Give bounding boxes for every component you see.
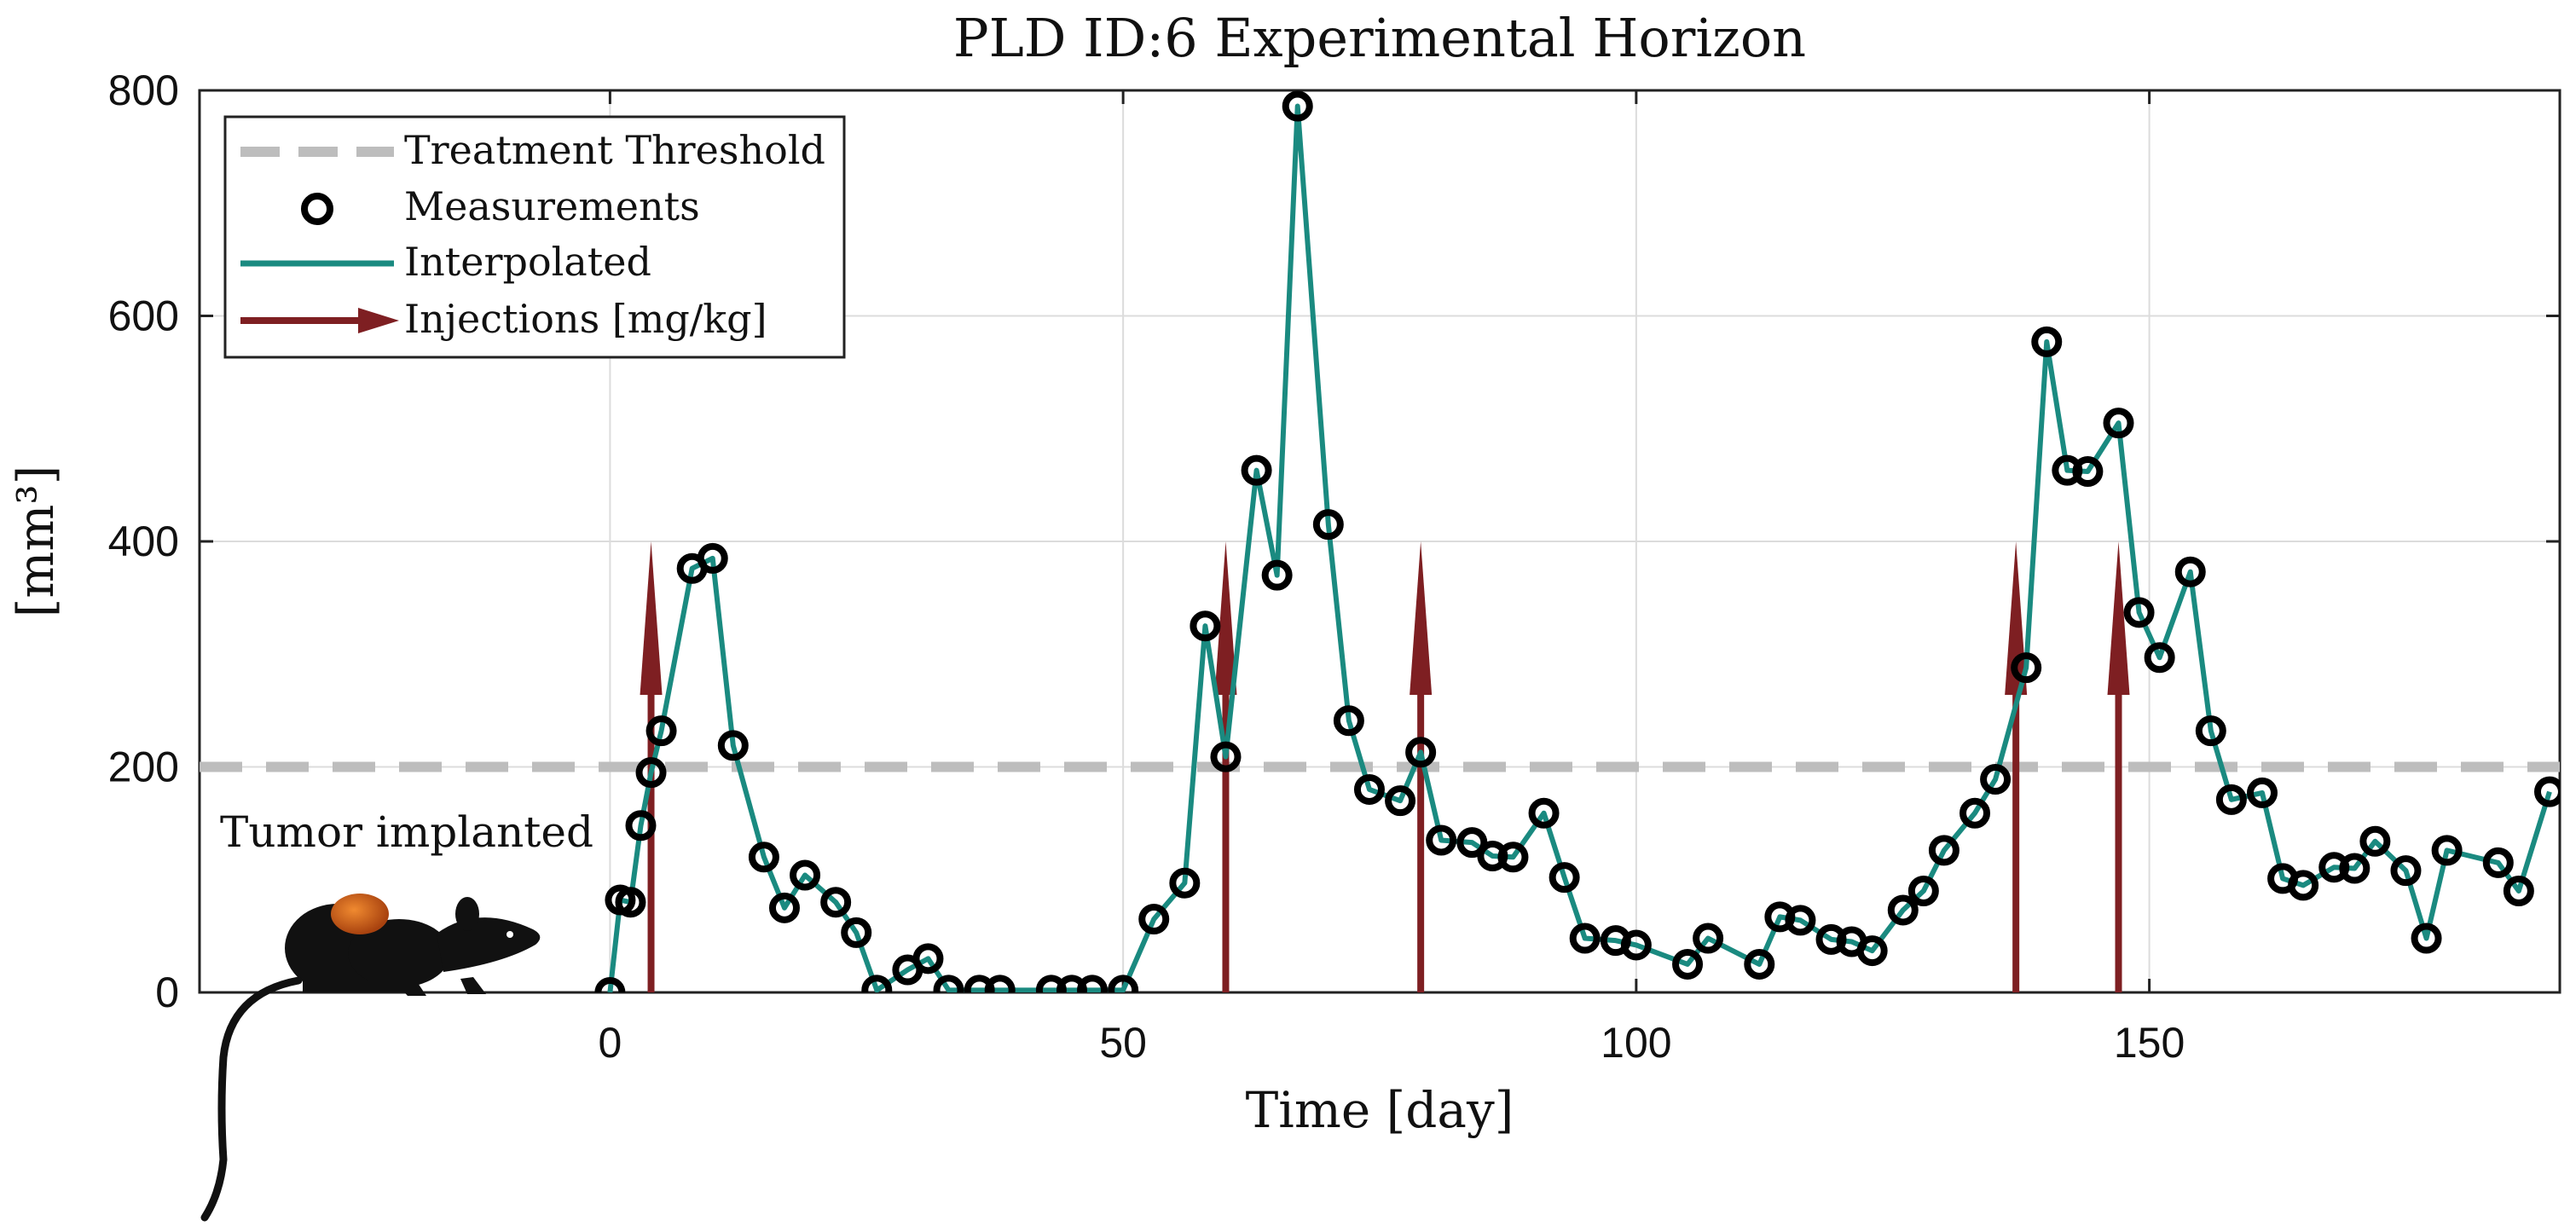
measurement-point <box>2411 923 2442 954</box>
measurement-point <box>2174 556 2206 587</box>
measurement-point <box>2503 875 2534 906</box>
measurement-point <box>2482 847 2514 878</box>
injection-arrowhead <box>1214 541 1237 695</box>
measurement-point <box>2031 326 2063 357</box>
measurement-point <box>717 730 749 761</box>
legend-label-injections: Injections [mg/kg] <box>404 296 767 342</box>
measurement-point <box>841 917 872 948</box>
measurement-markers <box>594 90 2560 992</box>
measurement-point <box>2011 652 2042 684</box>
measurement-point <box>1312 509 1344 541</box>
measurement-point <box>1138 904 1170 935</box>
injection-arrowhead <box>1410 541 1433 695</box>
measurement-point <box>1353 773 1385 805</box>
measurement-point <box>1456 827 1488 859</box>
y-tick-label: 0 <box>155 969 179 1016</box>
measurement-point <box>1405 737 1437 768</box>
legend-label-threshold: Treatment Threshold <box>404 127 825 173</box>
measurement-point <box>1190 610 1221 642</box>
measurement-point <box>861 975 893 992</box>
measurement-point <box>912 943 944 975</box>
measurement-point <box>790 859 821 891</box>
injection-arrowhead <box>2107 541 2130 695</box>
y-tick-label: 800 <box>108 67 179 114</box>
y-tick-label: 600 <box>108 292 179 340</box>
measurement-point <box>2195 715 2226 747</box>
measurement-point <box>2072 456 2104 488</box>
measurement-point <box>1785 905 1816 936</box>
interpolated-line <box>607 103 2552 992</box>
measurement-point <box>1693 923 1724 954</box>
legend: Treatment Threshold Measurements Interpo… <box>223 115 846 359</box>
x-tick-label: 50 <box>1099 1019 1147 1067</box>
measurement-point <box>1385 785 1416 817</box>
measurement-point <box>1108 975 1139 992</box>
measurement-point <box>625 810 657 842</box>
measurement-point <box>1907 875 1939 906</box>
y-tick-label: 400 <box>108 518 179 565</box>
measurement-point <box>1887 894 1919 926</box>
measurement-point <box>1282 90 1313 122</box>
measurement-point <box>2431 835 2463 866</box>
measurement-point <box>2390 855 2422 887</box>
measurement-point <box>1333 705 1364 737</box>
measurement-point <box>1959 797 1991 829</box>
y-axis-label: [mm³] <box>7 466 65 618</box>
measurement-point <box>2246 777 2278 808</box>
legend-injection-arrowhead <box>358 308 399 333</box>
tumor-implanted-annotation: Tumor implanted <box>220 807 593 857</box>
measurement-point <box>768 892 800 923</box>
measurement-point <box>984 975 1016 992</box>
measurement-point <box>2144 642 2175 674</box>
x-tick-label: 0 <box>598 1019 622 1067</box>
measurement-point <box>1620 929 1652 961</box>
measurement-point <box>1169 867 1201 899</box>
y-tick-label: 200 <box>108 743 179 791</box>
measurement-point <box>1856 935 1888 967</box>
plot-area <box>200 90 2560 992</box>
measurement-point <box>1528 797 1560 829</box>
measurement-point <box>1928 835 1959 866</box>
measurement-point <box>697 542 728 574</box>
y-ticks: 0 200 400 600 800 <box>108 67 2560 1016</box>
measurement-point <box>2339 853 2370 884</box>
measurement-point <box>1426 824 1457 856</box>
legend-label-interpolated: Interpolated <box>404 239 651 285</box>
measurement-point <box>1569 923 1601 954</box>
measurement-point <box>2533 776 2560 807</box>
measurement-point <box>1980 764 2012 795</box>
measurement-point <box>1261 559 1293 591</box>
measurement-point <box>820 887 852 918</box>
measurement-point <box>2215 784 2247 815</box>
chart-title: PLD ID:6 Experimental Horizon <box>953 7 1806 69</box>
measurement-point <box>2123 597 2155 628</box>
measurement-point <box>1548 862 1580 894</box>
measurement-point <box>1077 975 1109 992</box>
measurement-point <box>594 977 626 992</box>
injection-arrowhead <box>640 541 663 695</box>
x-tick-label: 150 <box>2114 1019 2185 1067</box>
legend-measurement-swatch <box>301 193 333 225</box>
legend-label-measurements: Measurements <box>404 183 700 229</box>
measurement-point <box>645 715 677 747</box>
measurement-point <box>2288 870 2319 901</box>
measurement-point <box>1744 948 1775 980</box>
measurement-point <box>2103 408 2134 439</box>
measurement-point <box>1672 948 1704 980</box>
x-tick-label: 100 <box>1601 1019 1671 1067</box>
measurement-point <box>1241 454 1272 486</box>
measurement-point <box>1210 741 1242 772</box>
measurement-point <box>748 842 779 873</box>
x-axis-label: Time [day] <box>1246 1081 1514 1139</box>
rat-silhouette-icon <box>200 894 541 1222</box>
measurement-point <box>635 757 667 789</box>
x-ticks: 0 50 100 150 <box>598 90 2185 1067</box>
measurement-point <box>933 975 964 992</box>
measurement-point <box>1497 842 1529 873</box>
measurement-point <box>615 887 646 918</box>
measurement-point <box>2359 825 2391 857</box>
